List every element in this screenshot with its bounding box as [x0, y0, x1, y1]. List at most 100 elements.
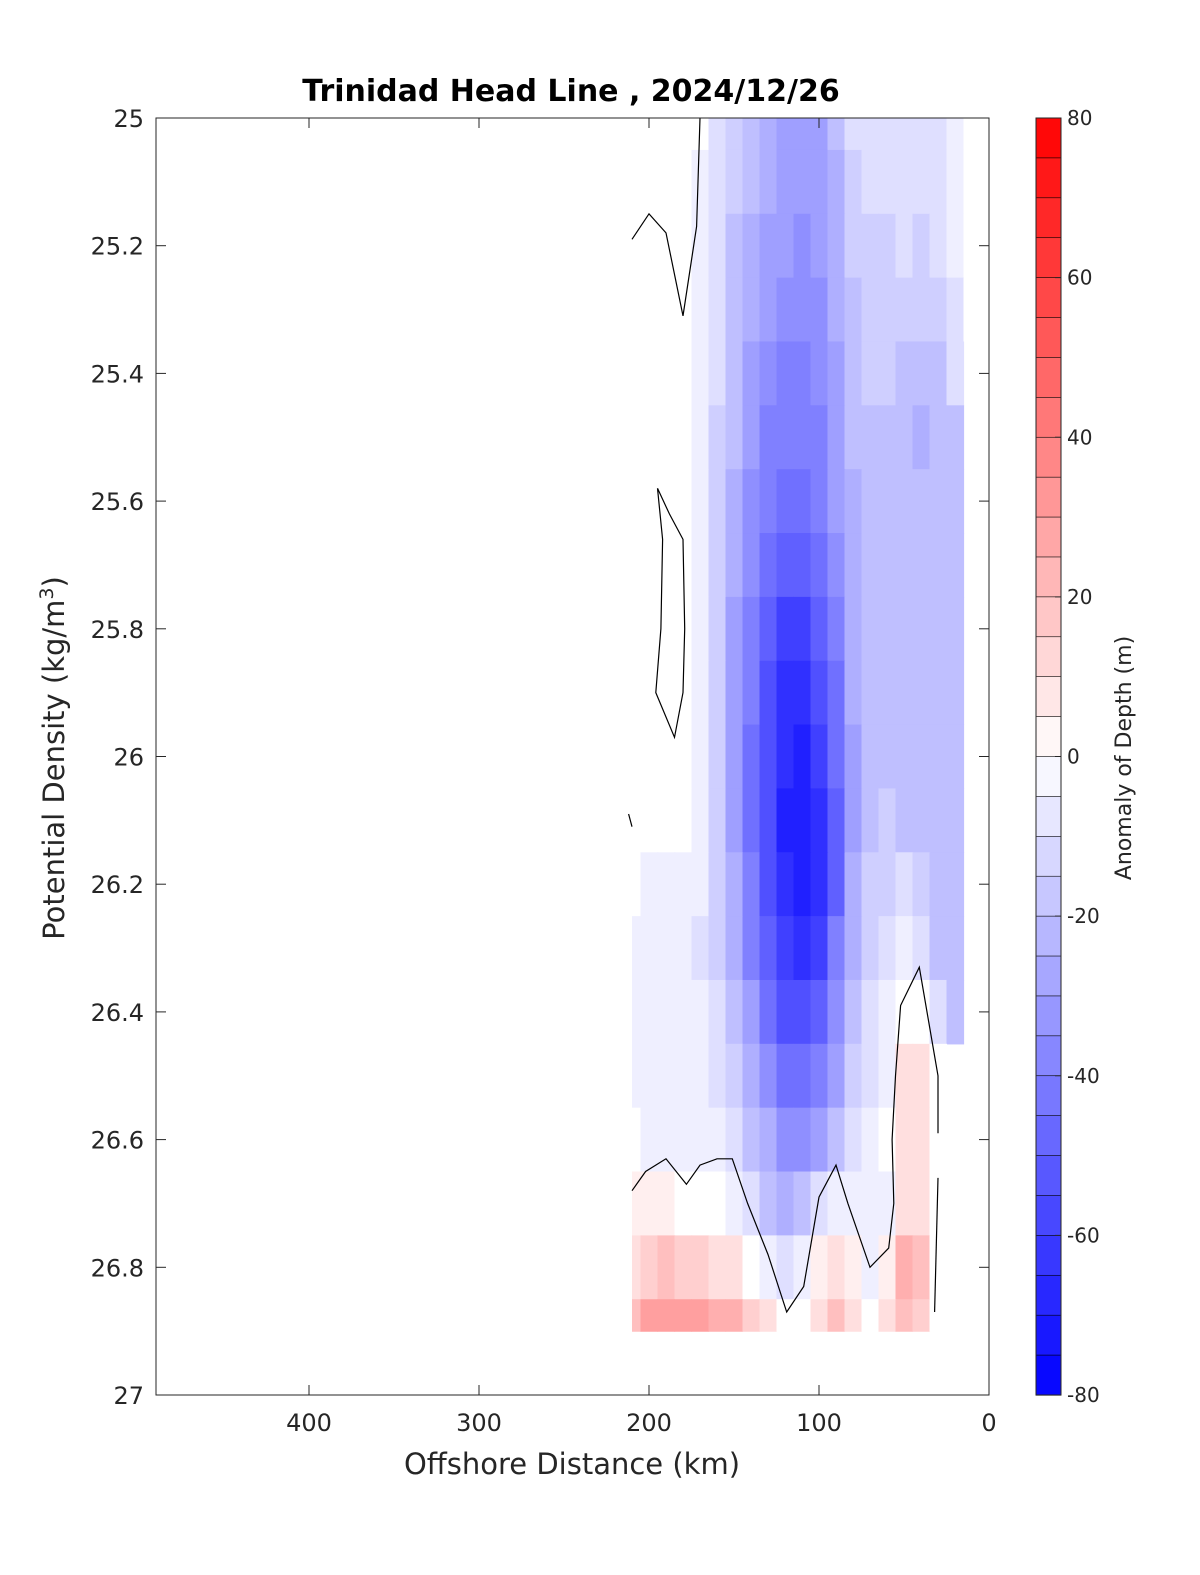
- contour-cell: [691, 405, 710, 470]
- x-tick-label: 100: [796, 1409, 842, 1437]
- contour-cell: [912, 469, 931, 534]
- contour-cell: [929, 596, 948, 662]
- contour-cell: [895, 213, 914, 279]
- x-axis-ticks: 400 300 200 100 0: [286, 118, 997, 1437]
- zero-contour-line: [934, 1177, 939, 1313]
- colorbar-bin: [1035, 1274, 1062, 1316]
- contour-cell: [878, 852, 897, 917]
- contour-cell: [929, 213, 948, 279]
- contour-cell: [827, 852, 846, 917]
- contour-cell: [759, 1171, 778, 1236]
- contour-cell: [776, 1235, 795, 1300]
- contour-cell: [708, 1107, 727, 1173]
- y-tick-label: 26.8: [91, 1254, 144, 1282]
- contour-cell: [632, 1107, 642, 1173]
- contour-cell: [827, 596, 846, 662]
- contour-fill-layer: [632, 118, 973, 1332]
- contour-cell: [895, 277, 914, 343]
- contour-cell: [674, 1171, 693, 1236]
- contour-cell: [742, 660, 761, 726]
- contour-cell: [657, 1107, 676, 1173]
- colorbar-bin: [1035, 476, 1062, 518]
- contour-cell: [912, 1171, 931, 1236]
- contour-cell: [640, 916, 659, 981]
- colorbar-bin: [1035, 397, 1062, 438]
- contour-cell: [708, 213, 727, 279]
- contour-cell: [810, 979, 829, 1045]
- contour-cell: [691, 660, 710, 726]
- contour-cell: [640, 1043, 659, 1109]
- contour-cell: [827, 469, 846, 534]
- colorbar-bin: [1035, 915, 1062, 957]
- contour-cell: [810, 1171, 829, 1236]
- contour-cell: [725, 788, 744, 853]
- contour-cell: [725, 979, 744, 1045]
- contour-cell: [708, 660, 727, 726]
- contour-cell: [827, 149, 846, 215]
- contour-cell: [861, 533, 880, 598]
- contour-cell: [878, 469, 897, 534]
- contour-cell: [725, 213, 744, 279]
- colorbar-bin: [1035, 1235, 1062, 1276]
- contour-cell: [674, 788, 693, 853]
- contour-cell: [810, 1299, 829, 1332]
- contour-cell: [861, 979, 880, 1045]
- contour-cell: [929, 277, 948, 343]
- contour-cell: [759, 788, 778, 853]
- contour-cell: [674, 916, 693, 981]
- contour-cell: [674, 1299, 693, 1332]
- contour-cell: [861, 1171, 880, 1236]
- contour-cell: [810, 916, 829, 981]
- contour-cell: [691, 341, 710, 406]
- contour-cell: [742, 118, 761, 151]
- contour-cell: [844, 852, 863, 917]
- contour-cell: [895, 469, 914, 534]
- contour-cell: [725, 341, 744, 406]
- contour-cell: [844, 916, 863, 981]
- contour-cell: [691, 1235, 710, 1300]
- contour-cell: [810, 213, 829, 279]
- contour-cell: [793, 149, 812, 215]
- contour-cell: [810, 149, 829, 215]
- contour-cell: [946, 852, 965, 917]
- contour-cell: [691, 277, 710, 343]
- contour-cell: [708, 979, 727, 1045]
- contour-cell: [878, 788, 897, 853]
- contour-cell: [895, 1043, 914, 1109]
- contour-cell: [725, 916, 744, 981]
- colorbar-bin: [1035, 1195, 1062, 1236]
- colorbar-tick-label: 0: [1067, 745, 1080, 769]
- y-tick-label: 27: [113, 1382, 144, 1410]
- contour-cell: [861, 1043, 880, 1109]
- contour-cell: [725, 596, 744, 662]
- colorbar-bin: [1035, 636, 1062, 678]
- contour-cell: [759, 118, 778, 151]
- colorbar-bin: [1035, 1354, 1062, 1396]
- contour-cell: [708, 724, 727, 790]
- contour-cell: [742, 213, 761, 279]
- contour-cell: [895, 916, 914, 981]
- contour-cell: [776, 277, 795, 343]
- contour-cell: [708, 118, 727, 151]
- colorbar-tick-label: -60: [1067, 1223, 1100, 1247]
- colorbar-bin: [1035, 277, 1062, 319]
- contour-cell: [793, 213, 812, 279]
- contour-cell: [691, 149, 710, 215]
- contour-cell: [827, 1107, 846, 1173]
- contour-cell: [912, 1107, 931, 1173]
- contour-cell: [793, 788, 812, 853]
- contour-cell: [946, 724, 965, 790]
- colorbar-bin: [1035, 157, 1062, 199]
- contour-cell: [708, 852, 727, 917]
- y-tick-label: 25.8: [91, 616, 144, 644]
- contour-cell: [708, 1171, 727, 1236]
- contour-cell: [963, 213, 973, 279]
- contour-cell: [895, 852, 914, 917]
- contour-cell: [632, 916, 642, 981]
- colorbar-bin: [1035, 237, 1062, 279]
- contour-cell: [708, 469, 727, 534]
- x-tick-label: 300: [456, 1409, 502, 1437]
- contour-cell: [861, 405, 880, 470]
- contour-cell: [632, 1043, 642, 1109]
- contour-cell: [759, 405, 778, 470]
